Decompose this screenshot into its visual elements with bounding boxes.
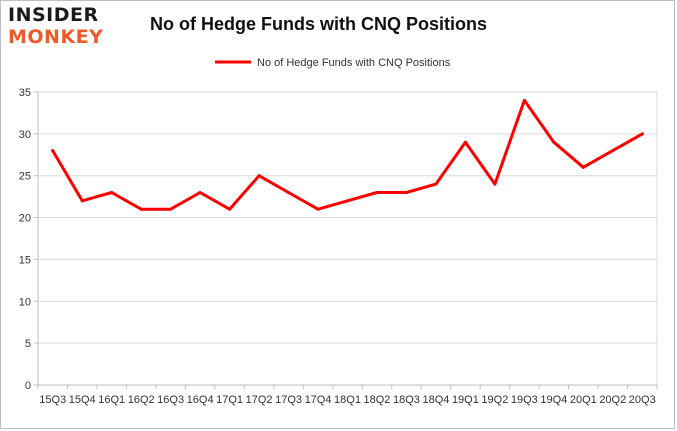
y-tick-label: 5	[25, 338, 31, 350]
x-tick-label: 20Q1	[570, 394, 597, 406]
logo-line-1: INSIDER	[8, 4, 99, 26]
x-tick-label: 16Q2	[128, 394, 155, 406]
data-point	[346, 199, 349, 203]
y-tick-label: 15	[19, 254, 31, 266]
y-tick-label: 10	[19, 296, 31, 308]
data-point	[375, 190, 379, 194]
series-line	[51, 98, 644, 211]
data-point	[51, 149, 55, 153]
y-tick-label: 20	[19, 213, 31, 225]
data-point	[611, 149, 615, 153]
data-point	[257, 174, 261, 178]
y-tick-label: 30	[19, 129, 31, 141]
data-point	[434, 182, 438, 186]
x-tick-label: 19Q1	[452, 394, 479, 406]
data-point	[110, 190, 114, 194]
plot-area	[37, 91, 658, 386]
x-tick-label: 20Q3	[629, 394, 656, 406]
logo-line-2: MONKEY	[8, 26, 104, 48]
x-tick-label: 16Q4	[187, 394, 214, 406]
x-tick-label: 18Q4	[422, 394, 449, 406]
data-point	[581, 165, 585, 169]
data-point	[522, 98, 526, 102]
x-tick-label: 20Q2	[599, 394, 626, 406]
data-point	[228, 207, 232, 211]
x-tick-label: 17Q3	[275, 394, 302, 406]
x-tick-label: 19Q2	[481, 394, 508, 406]
x-tick-label: 19Q4	[540, 394, 567, 406]
x-tick-label: 16Q3	[157, 394, 184, 406]
x-tick-label: 16Q1	[98, 394, 125, 406]
x-tick-label: 17Q1	[216, 394, 243, 406]
insider-monkey-logo: INSIDER MONKEY	[8, 6, 130, 54]
legend-label: No of Hedge Funds with CNQ Positions	[257, 57, 451, 69]
data-point	[463, 140, 467, 144]
data-point	[640, 132, 644, 136]
y-tick-label: 0	[25, 380, 31, 392]
x-tick-label: 15Q3	[39, 394, 66, 406]
x-tick-label: 19Q3	[511, 394, 538, 406]
x-tick-label: 15Q4	[69, 394, 96, 406]
x-tick-label: 17Q4	[305, 394, 332, 406]
data-point	[552, 140, 556, 144]
x-tick-label: 18Q2	[364, 394, 391, 406]
data-point	[80, 199, 84, 203]
data-point	[316, 207, 320, 211]
x-tick-label: 18Q3	[393, 394, 420, 406]
x-tick-label: 17Q2	[246, 394, 273, 406]
data-point	[198, 190, 202, 194]
data-point	[169, 207, 173, 211]
chart-title: No of Hedge Funds with CNQ Positions	[150, 14, 487, 34]
y-tick-label: 25	[19, 171, 31, 183]
data-point	[493, 182, 497, 186]
data-point	[287, 190, 291, 194]
data-point	[139, 207, 143, 211]
data-point	[404, 190, 408, 194]
y-tick-label: 35	[19, 87, 31, 99]
x-tick-label: 18Q1	[334, 394, 361, 406]
